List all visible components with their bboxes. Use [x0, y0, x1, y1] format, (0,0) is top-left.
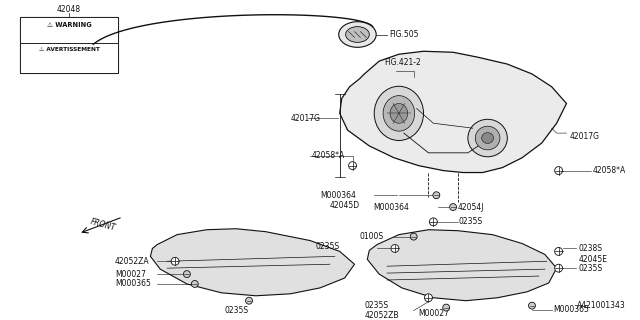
Circle shape — [191, 281, 198, 287]
Circle shape — [529, 302, 536, 309]
Circle shape — [246, 297, 252, 304]
Text: ⚠ AVERTISSEMENT: ⚠ AVERTISSEMENT — [39, 47, 100, 52]
Circle shape — [391, 244, 399, 252]
Polygon shape — [367, 230, 557, 301]
Text: M00027: M00027 — [418, 309, 449, 318]
Circle shape — [555, 264, 563, 272]
Text: 0235S: 0235S — [579, 264, 602, 273]
Polygon shape — [340, 51, 566, 172]
Text: 42017G: 42017G — [570, 132, 600, 140]
Text: 0235S: 0235S — [316, 242, 340, 251]
Circle shape — [555, 247, 563, 255]
Circle shape — [349, 162, 356, 170]
Text: M000365: M000365 — [554, 305, 589, 314]
Ellipse shape — [482, 132, 493, 143]
Text: 0100S: 0100S — [360, 232, 383, 241]
Ellipse shape — [346, 27, 369, 42]
Text: 42052ZB: 42052ZB — [364, 311, 399, 320]
Text: 42058*A: 42058*A — [593, 166, 627, 175]
Text: 0238S: 0238S — [579, 244, 602, 253]
Text: FIG.421-2: FIG.421-2 — [384, 58, 421, 67]
Text: FRONT: FRONT — [90, 217, 117, 233]
Circle shape — [171, 257, 179, 265]
Text: 42052ZA: 42052ZA — [115, 257, 150, 266]
Text: 0235S: 0235S — [458, 217, 482, 226]
Bar — [20, 17, 118, 43]
Text: M00027: M00027 — [115, 269, 146, 279]
Text: 0235S: 0235S — [224, 306, 248, 315]
Text: 42058*A: 42058*A — [312, 151, 346, 160]
Text: A421001343: A421001343 — [577, 300, 626, 309]
Circle shape — [424, 294, 433, 302]
Circle shape — [555, 167, 563, 174]
Circle shape — [184, 271, 190, 277]
Circle shape — [429, 218, 437, 226]
Circle shape — [410, 233, 417, 240]
Text: 42054J: 42054J — [458, 203, 484, 212]
Ellipse shape — [476, 126, 500, 150]
Ellipse shape — [383, 96, 415, 131]
Text: ⚠ WARNING: ⚠ WARNING — [47, 22, 92, 28]
Polygon shape — [150, 229, 355, 296]
Ellipse shape — [390, 104, 408, 123]
Ellipse shape — [339, 22, 376, 47]
Text: 42045E: 42045E — [579, 255, 607, 264]
Text: FIG.505: FIG.505 — [389, 30, 419, 39]
Text: 42017G: 42017G — [291, 114, 321, 123]
Text: M000364: M000364 — [320, 191, 356, 200]
Text: 0235S: 0235S — [364, 301, 388, 310]
Text: M000364: M000364 — [373, 203, 409, 212]
Ellipse shape — [374, 86, 424, 140]
Text: 42048: 42048 — [57, 5, 81, 14]
Circle shape — [443, 304, 450, 311]
Circle shape — [450, 204, 456, 211]
Text: 42045D: 42045D — [330, 201, 360, 210]
Text: M000365: M000365 — [115, 279, 151, 288]
FancyBboxPatch shape — [20, 17, 118, 73]
Bar — [20, 43, 118, 73]
Ellipse shape — [468, 119, 508, 157]
Circle shape — [433, 192, 440, 199]
